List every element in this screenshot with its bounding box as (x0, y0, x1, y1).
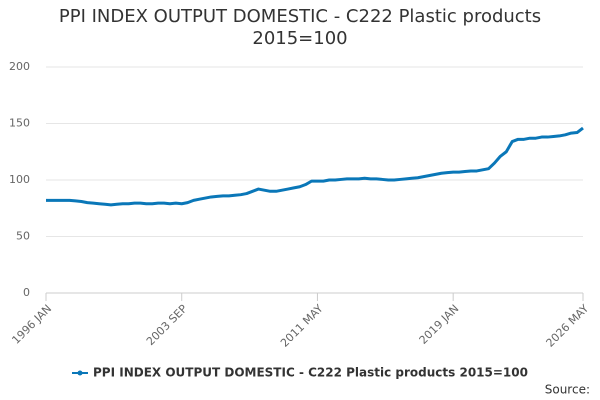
x-tick-label: 2003 SEP (144, 302, 190, 348)
chart-title: PPI INDEX OUTPUT DOMESTIC - C222 Plastic… (58, 6, 542, 49)
x-tick-label: 2011 MAY (278, 302, 326, 350)
data-line (46, 126, 584, 207)
y-tick-label: 0 (23, 286, 30, 299)
y-tick-label: 200 (9, 60, 30, 73)
y-tick-label: 150 (9, 117, 30, 130)
x-tick-label: 2019 JAN (417, 302, 462, 347)
x-tick-label: 1996 JAN (9, 302, 54, 347)
legend-label: PPI INDEX OUTPUT DOMESTIC - C222 Plastic… (93, 366, 528, 380)
y-tick-label: 100 (9, 173, 30, 186)
x-tick-label: 2026 MAY (544, 302, 592, 350)
legend-marker (77, 370, 83, 376)
y-tick-label: 50 (16, 230, 30, 243)
source: Source: (545, 383, 590, 397)
